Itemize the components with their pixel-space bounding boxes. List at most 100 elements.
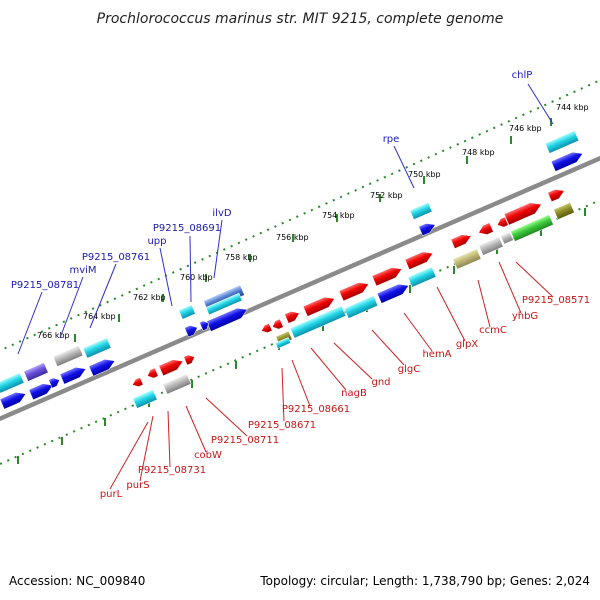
leader-line — [167, 410, 171, 468]
gene-feature[interactable] — [184, 323, 200, 338]
tick-labels: 744 kbp 746 kbp 748 kbp 750 kbp 752 kbp 754 k… — [37, 103, 589, 340]
gene-feature[interactable] — [206, 305, 250, 332]
gene-label-nagb[interactable]: nagB — [341, 388, 367, 399]
tick-label: 754 kbp — [322, 211, 355, 220]
gene-feature[interactable] — [162, 373, 192, 395]
gene-label-p9215-08781[interactable]: P9215_08781 — [11, 280, 79, 291]
gene-feature[interactable] — [409, 202, 433, 220]
leader-line — [159, 247, 173, 307]
gene-label-p9215-08671[interactable]: P9215_08671 — [248, 420, 316, 431]
leader-line — [205, 397, 248, 437]
gene-feature[interactable] — [510, 214, 554, 242]
leader-line — [436, 286, 466, 342]
gene-label-p9215-08571[interactable]: P9215_08571 — [522, 295, 590, 306]
leader-line — [17, 291, 43, 355]
gene-feature[interactable] — [404, 248, 435, 270]
gene-label-ccmc[interactable]: ccmC — [479, 325, 507, 336]
gene-feature[interactable] — [553, 202, 575, 220]
gene-label-p9215-08661[interactable]: P9215_08661 — [282, 404, 350, 415]
gene-feature[interactable] — [260, 323, 273, 334]
leader-line — [281, 367, 285, 422]
gene-feature[interactable] — [88, 356, 117, 377]
gene-feature[interactable] — [23, 362, 49, 382]
gene-feature[interactable] — [183, 353, 197, 366]
gene-label-chlp[interactable]: chlP — [512, 70, 533, 81]
gene-feature[interactable] — [418, 220, 438, 237]
gene-feature[interactable] — [544, 130, 580, 154]
gene-label-hema[interactable]: hemA — [422, 349, 451, 360]
gene-feature[interactable] — [452, 248, 482, 270]
gene-label-p9215-08731[interactable]: P9215_08731 — [138, 465, 206, 476]
gene-feature[interactable] — [52, 345, 84, 367]
tick-label: 746 kbp — [509, 124, 542, 133]
gene-feature[interactable] — [338, 279, 371, 302]
gene-label-gnd[interactable]: gnd — [371, 377, 390, 388]
gene-label-purl[interactable]: purL — [100, 489, 123, 500]
gene-feature[interactable] — [271, 318, 284, 331]
gene-feature[interactable] — [343, 295, 379, 319]
tick-label: 760 kbp — [180, 273, 213, 282]
gene-feature[interactable] — [28, 380, 55, 401]
genes-bottom-strand — [131, 186, 575, 409]
leader-line — [333, 342, 373, 380]
tick-label: 758 kbp — [225, 253, 258, 262]
gene-label-yhbg[interactable]: yhbG — [512, 311, 538, 322]
backbone — [0, 155, 600, 422]
gene-label-glpx[interactable]: glpX — [456, 339, 478, 350]
gene-feature[interactable] — [132, 389, 158, 409]
gene-label-glgc[interactable]: glgC — [398, 364, 420, 375]
gene-label-ilvd[interactable]: ilvD — [212, 208, 231, 219]
gene-label-rpe[interactable]: rpe — [383, 134, 400, 145]
gene-feature[interactable] — [284, 309, 302, 324]
gene-feature[interactable] — [82, 337, 112, 359]
gene-feature[interactable] — [131, 377, 144, 388]
leader-line — [139, 415, 154, 482]
gene-feature[interactable] — [275, 337, 291, 349]
gene-label-upp[interactable]: upp — [147, 236, 166, 247]
gene-feature[interactable] — [407, 266, 437, 288]
gene-feature[interactable] — [477, 222, 494, 238]
gene-feature[interactable] — [178, 304, 196, 320]
gene-feature[interactable] — [478, 236, 504, 256]
gene-feature[interactable] — [158, 356, 185, 377]
accession-text: Accession: NC_009840 — [9, 574, 146, 588]
gene-feature[interactable] — [496, 216, 509, 229]
gene-feature[interactable] — [500, 231, 514, 245]
gene-feature[interactable] — [0, 389, 28, 410]
gene-label-purs[interactable]: purS — [126, 480, 149, 491]
leader-line — [109, 421, 149, 490]
gene-feature[interactable] — [371, 264, 404, 287]
tick-label: 752 kbp — [370, 191, 403, 200]
gene-feature[interactable] — [146, 367, 159, 380]
genes-top-strand — [0, 130, 585, 410]
tick-label: 764 kbp — [83, 312, 116, 321]
tick-label: 766 kbp — [37, 331, 70, 340]
leader-line — [403, 312, 433, 352]
gene-feature[interactable] — [503, 199, 544, 226]
leader-line — [89, 263, 117, 329]
gene-feature[interactable] — [450, 231, 473, 249]
gene-feature[interactable] — [376, 281, 411, 304]
gene-feature[interactable] — [59, 364, 88, 385]
gene-label-cobw[interactable]: cobW — [194, 450, 222, 461]
gene-label-mvim[interactable]: mviM — [69, 265, 96, 276]
gene-feature[interactable] — [199, 319, 211, 332]
scale-track-top — [0, 79, 600, 352]
gene-label-p9215-08761[interactable]: P9215_08761 — [82, 252, 150, 263]
leader-line — [393, 145, 415, 189]
gene-label-p9215-08691[interactable]: P9215_08691 — [153, 223, 221, 234]
leader-line — [310, 347, 347, 391]
gene-label-p9215-08711[interactable]: P9215_08711 — [211, 435, 279, 446]
gene-feature[interactable] — [48, 376, 62, 389]
gene-feature[interactable] — [0, 372, 25, 394]
gene-feature[interactable] — [550, 149, 585, 172]
leader-line — [291, 359, 311, 407]
leader-line — [515, 261, 554, 298]
gene-feature[interactable] — [205, 292, 243, 316]
leader-line — [189, 235, 192, 303]
tick-label: 756 kbp — [276, 233, 309, 242]
gene-feature[interactable] — [302, 294, 337, 317]
gene-feature[interactable] — [547, 186, 567, 203]
gene-feature[interactable] — [289, 305, 347, 339]
